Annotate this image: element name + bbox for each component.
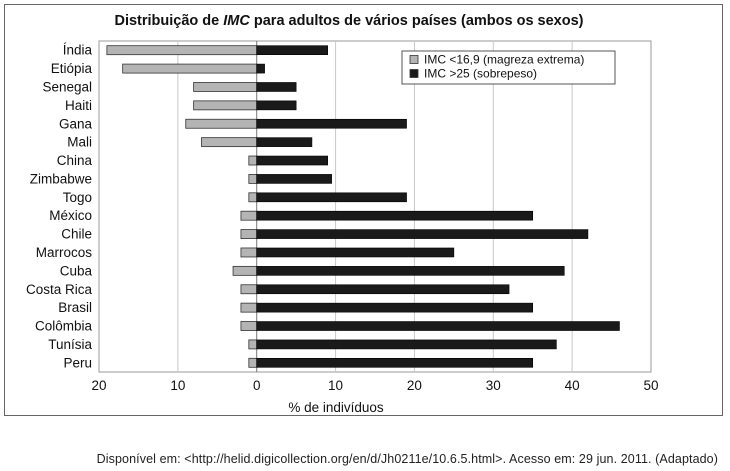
bar-magreza <box>240 321 258 331</box>
y-category-label: Mali <box>67 135 92 150</box>
bar-magreza <box>122 63 258 74</box>
x-tick-label: 50 <box>643 378 658 393</box>
bar-sobrepeso <box>256 174 332 184</box>
plot-area: 20 10 0 10 20 30 40 50 Índia Etiópia Senegal Haiti G… <box>26 40 659 393</box>
bar-sobrepeso <box>256 137 313 147</box>
bar-magreza <box>248 357 258 368</box>
bar-magreza <box>193 100 258 111</box>
legend-swatch-magreza <box>409 55 419 64</box>
x-tick-label: 0 <box>253 378 261 393</box>
x-tick-label: 30 <box>486 378 501 393</box>
y-category-label: Cuba <box>60 263 93 278</box>
y-category-label: Zimbabwe <box>30 171 92 186</box>
x-tick-label: 20 <box>91 378 106 393</box>
legend-swatch-sobrepeso <box>409 69 419 78</box>
x-tick-label: 10 <box>170 378 185 393</box>
bar-magreza <box>193 82 258 92</box>
legend-label-magreza: IMC <16,9 (magreza extrema) <box>424 53 584 67</box>
x-tick-label: 20 <box>407 378 422 393</box>
y-category-label: México <box>49 208 92 223</box>
bar-magreza <box>248 192 258 203</box>
y-category-label: Brasil <box>58 300 92 315</box>
bar-sobrepeso <box>256 45 328 55</box>
title-part-imc: IMC <box>223 13 250 29</box>
bar-sobrepeso <box>256 82 297 92</box>
title-part-1: Distribuição de <box>114 13 223 29</box>
bar-sobrepeso <box>256 266 565 276</box>
y-category-label: Colômbia <box>35 319 93 334</box>
plot-border <box>98 40 652 373</box>
bar-chart: Distribuição de IMC para adultos de vári… <box>26 13 659 415</box>
y-category-label: Togo <box>63 190 92 205</box>
bar-magreza <box>240 302 258 313</box>
y-category-label: Costa Rica <box>26 282 93 297</box>
bar-sobrepeso <box>256 339 557 350</box>
bar-magreza <box>240 284 258 295</box>
chart-frame: Distribuição de IMC para adultos de vári… <box>4 4 723 416</box>
y-category-label: China <box>57 153 93 168</box>
bar-magreza <box>185 118 258 129</box>
y-category-label: Tunísia <box>48 337 92 352</box>
y-category-label: Gana <box>59 116 93 131</box>
bar-magreza <box>248 339 258 350</box>
bar-sobrepeso <box>256 155 328 166</box>
x-tick-label: 10 <box>328 378 343 393</box>
chart-title: Distribuição de IMC para adultos de vári… <box>114 13 583 29</box>
legend-label-sobrepeso: IMC >25 (sobrepeso) <box>424 67 537 81</box>
bar-sobrepeso <box>256 210 534 221</box>
bar-magreza <box>248 174 258 184</box>
bar-sobrepeso <box>256 229 589 239</box>
bar-sobrepeso <box>256 100 297 111</box>
x-axis-label: % de indivíduos <box>288 400 384 415</box>
bar-magreza <box>240 210 258 221</box>
bar-sobrepeso <box>256 63 265 74</box>
y-category-label: Peru <box>63 355 92 370</box>
bar-sobrepeso <box>256 284 510 295</box>
source-citation: Disponível em: <http://helid.digicollect… <box>96 452 718 466</box>
bar-sobrepeso <box>256 358 534 368</box>
bar-magreza <box>201 137 258 148</box>
x-tick-label: 40 <box>565 378 580 393</box>
y-category-label: Marrocos <box>36 245 93 260</box>
y-category-label: Haiti <box>65 98 92 113</box>
bar-magreza <box>240 247 258 258</box>
y-category-label: Chile <box>61 227 92 242</box>
y-category-label: Índia <box>63 43 93 58</box>
bar-magreza <box>240 229 258 239</box>
bar-sobrepeso <box>256 247 455 258</box>
bar-magreza <box>248 155 258 166</box>
bar-magreza <box>106 45 258 56</box>
bar-sobrepeso <box>256 302 534 313</box>
y-category-label: Senegal <box>42 79 92 94</box>
bar-magreza <box>232 265 258 276</box>
legend-box <box>401 50 616 85</box>
title-part-3: para adultos de vários países (ambos os … <box>250 13 584 29</box>
bar-sobrepeso <box>256 321 620 331</box>
y-category-label: Etiópia <box>51 61 93 76</box>
bar-sobrepeso <box>256 192 407 203</box>
bar-sobrepeso <box>256 118 407 129</box>
